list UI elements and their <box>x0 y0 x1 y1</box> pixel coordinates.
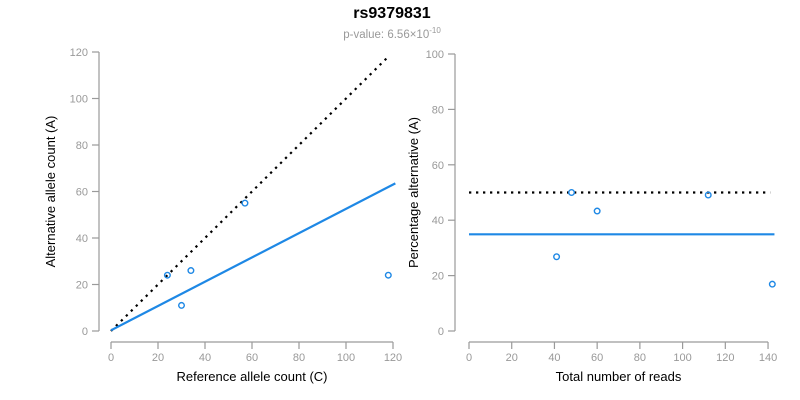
data-point <box>553 253 561 261</box>
x-tick-label: 60 <box>591 352 603 364</box>
identity-line <box>110 55 390 332</box>
data-point <box>187 267 195 275</box>
fit-line <box>110 182 396 332</box>
data-point <box>568 188 576 196</box>
x-tick-label: 20 <box>506 352 518 364</box>
y-tick-label: 0 <box>438 326 444 338</box>
y-tick-label: 60 <box>432 160 444 172</box>
x-tick-label: 100 <box>673 352 691 364</box>
y-tick-label: 120 <box>70 47 88 59</box>
data-point <box>384 271 392 279</box>
x-axis-label: Reference allele count (C) <box>176 369 327 384</box>
left-plot: 0 20 40 60 80 100 120 0 20 40 60 80 100 120 Reference … <box>43 47 402 384</box>
data-point <box>241 199 249 207</box>
y-axis-label: Alternative allele count (A) <box>43 116 58 268</box>
x-axis-label: Total number of reads <box>556 369 682 384</box>
data-point <box>768 280 776 288</box>
y-tick-label: 20 <box>76 280 88 292</box>
x-tick-label: 120 <box>384 352 402 364</box>
y-tick-label: 60 <box>76 187 88 199</box>
x-tick-label: 40 <box>548 352 560 364</box>
x-tick-label: 60 <box>246 352 258 364</box>
y-tick-label: 80 <box>76 140 88 152</box>
x-tick-label: 80 <box>634 352 646 364</box>
x-tick-label: 0 <box>108 352 114 364</box>
y-tick-label: 40 <box>432 215 444 227</box>
data-point <box>704 191 712 199</box>
x-tick-label: 40 <box>199 352 211 364</box>
data-point <box>177 301 185 309</box>
right-plot: 0 20 40 60 80 100 0 20 40 60 80 100 120 140 Total numb… <box>406 49 777 384</box>
x-tick-label: 140 <box>759 352 777 364</box>
x-tick-label: 0 <box>466 352 472 364</box>
x-tick-label: 100 <box>337 352 355 364</box>
y-tick-label: 100 <box>70 94 88 106</box>
x-tick-label: 20 <box>152 352 164 364</box>
y-axis-label: Percentage alternative (A) <box>406 117 421 268</box>
y-tick-label: 20 <box>432 271 444 283</box>
data-point <box>593 207 601 215</box>
y-tick-label: 0 <box>82 326 88 338</box>
x-tick-label: 80 <box>293 352 305 364</box>
data-point <box>163 271 171 279</box>
y-tick-label: 100 <box>426 49 444 61</box>
y-tick-label: 80 <box>432 104 444 116</box>
x-tick-label: 120 <box>716 352 734 364</box>
y-tick-label: 40 <box>76 233 88 245</box>
